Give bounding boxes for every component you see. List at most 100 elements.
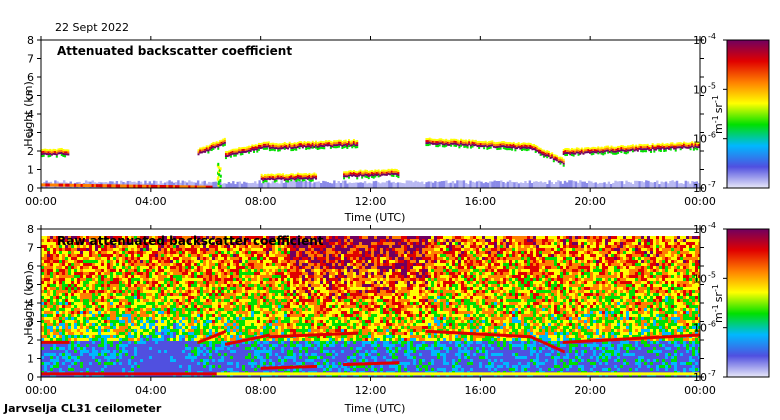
bl-cell: [671, 180, 674, 188]
bl-cell: [458, 180, 461, 188]
cloud-cell: [496, 148, 499, 151]
cloud-cell: [387, 170, 390, 173]
bl-cell: [350, 183, 354, 188]
raw-cell: [77, 290, 80, 293]
raw-cell: [59, 335, 62, 338]
raw-cell: [158, 365, 161, 368]
raw-cell: [137, 284, 140, 287]
raw-cell: [170, 272, 173, 275]
cloud-cell: [323, 145, 326, 148]
raw-cell: [95, 272, 98, 275]
cloud-cell: [296, 176, 299, 179]
cloud-cell: [282, 173, 285, 176]
raw-cell: [206, 362, 209, 365]
raw-cell: [47, 257, 50, 260]
raw-cell: [239, 335, 242, 338]
cloud-cell: [635, 144, 638, 147]
cloud-cell: [361, 174, 364, 177]
raw-cell: [236, 344, 239, 347]
raw-cell: [203, 242, 206, 245]
raw-cell: [44, 314, 47, 317]
raw-cell: [200, 320, 203, 323]
x-tick-label: 12:00: [355, 195, 387, 208]
bl-cell: [225, 183, 228, 188]
raw-cell: [170, 329, 173, 332]
raw-cell: [146, 356, 149, 359]
bl-cell: [473, 182, 477, 188]
raw-cell: [83, 251, 86, 254]
raw-cell: [161, 272, 164, 275]
raw-cell: [221, 356, 224, 359]
raw-cell: [86, 290, 89, 293]
bl-cell: [370, 183, 373, 188]
cloud-cell: [313, 143, 316, 146]
cloud-cell: [377, 169, 380, 172]
bl-cell: [673, 181, 677, 188]
raw-cell: [233, 356, 236, 359]
raw-cell: [188, 350, 191, 353]
raw-cell: [212, 326, 215, 329]
raw-cell: [71, 257, 74, 260]
raw-cell: [236, 248, 239, 251]
raw-cell: [152, 365, 155, 368]
cloud-cell: [318, 143, 321, 146]
bl-cell: [697, 182, 700, 188]
cloud-cell: [270, 146, 273, 149]
raw-cell: [146, 353, 149, 356]
raw-cell: [248, 299, 251, 302]
raw-cell: [242, 353, 245, 356]
raw-cell: [173, 353, 176, 356]
raw-cell: [113, 302, 116, 305]
raw-cell: [194, 305, 197, 308]
cloud-cell: [283, 141, 286, 144]
raw-cell: [47, 350, 50, 353]
cloud-cell: [293, 146, 296, 149]
raw-cell: [101, 338, 104, 341]
raw-cell: [206, 323, 209, 326]
raw-cell: [215, 302, 218, 305]
raw-cell: [149, 374, 152, 377]
cloud-cell: [638, 143, 641, 146]
raw-cell: [140, 266, 143, 269]
raw-cell: [83, 353, 86, 356]
cloud-cell: [536, 145, 539, 148]
raw-cell: [47, 299, 50, 302]
bl-cell: [89, 184, 92, 188]
cloud-cell: [636, 149, 639, 152]
raw-cell: [173, 260, 176, 263]
raw-cell: [41, 299, 44, 302]
raw-cell: [89, 260, 92, 263]
raw-cell: [149, 296, 152, 299]
raw-cell: [173, 239, 176, 242]
raw-cell: [245, 311, 248, 314]
raw-cell: [209, 245, 212, 248]
bl-cell: [58, 183, 61, 187]
raw-cell: [242, 287, 245, 290]
raw-cell: [113, 254, 116, 257]
raw-cell: [119, 353, 122, 356]
raw-cell: [95, 332, 98, 335]
raw-cell: [188, 341, 191, 344]
cloud-cell: [534, 144, 537, 147]
cloud-cell: [620, 145, 623, 148]
raw-cell: [122, 293, 125, 296]
cloud-cell: [305, 143, 308, 146]
raw-cell: [152, 362, 155, 365]
raw-cell: [233, 302, 236, 305]
raw-cell: [56, 344, 59, 347]
raw-cell: [245, 302, 248, 305]
bl-cell: [605, 183, 608, 188]
raw-cell: [209, 275, 212, 278]
raw-cell: [170, 275, 173, 278]
bl-cell: [276, 182, 279, 188]
raw-cell: [83, 242, 86, 245]
raw-cell: [92, 347, 95, 350]
raw-cell: [248, 254, 251, 257]
raw-cell: [155, 251, 158, 254]
cloud-cell: [673, 145, 676, 148]
bl-cell: [429, 181, 433, 188]
cloud-cell: [443, 145, 446, 148]
raw-cell: [134, 302, 137, 305]
cloud-cell: [239, 153, 242, 156]
cloud-cell: [64, 155, 67, 158]
